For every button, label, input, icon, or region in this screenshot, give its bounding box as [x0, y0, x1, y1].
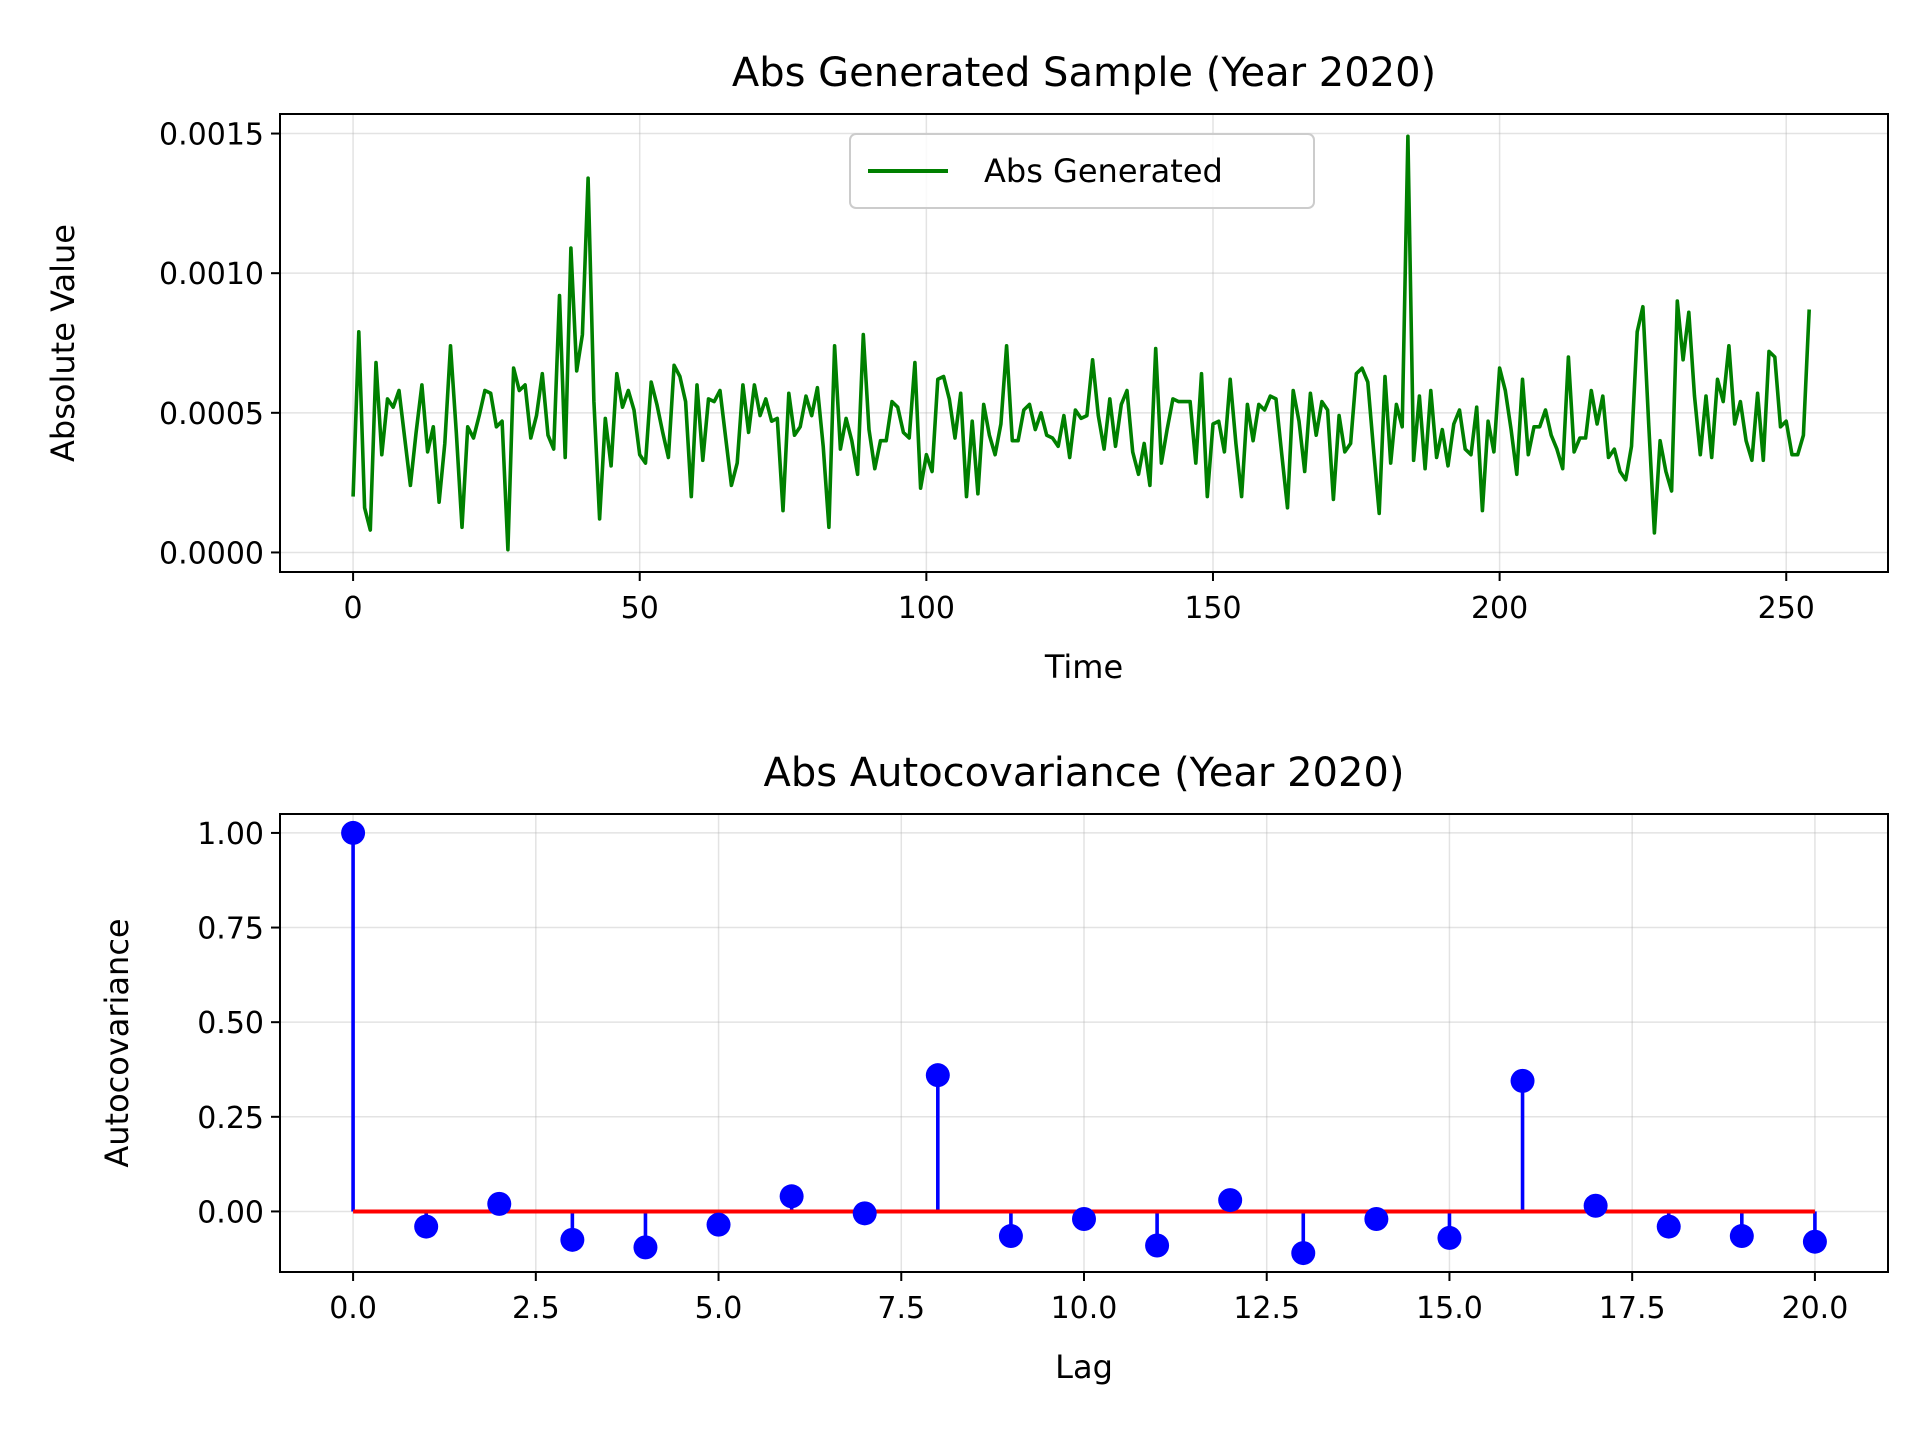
x-tick-label: 7.5 — [877, 1291, 925, 1326]
stem-marker — [1583, 1193, 1608, 1218]
stem-marker — [1072, 1207, 1096, 1232]
y-tick-label: 0.0015 — [159, 118, 264, 153]
legend-entry-label: Abs Generated — [984, 152, 1223, 190]
autocovariance-x-axis-label: Lag — [1055, 1348, 1113, 1386]
x-tick-label: 15.0 — [1416, 1291, 1483, 1326]
series-line-abs-generated — [351, 134, 1811, 552]
stem-marker — [1802, 1229, 1827, 1254]
stem-marker — [414, 1214, 439, 1239]
autocovariance-y-axis-label: Autocovariance — [98, 918, 136, 1167]
time-series-plot — [351, 134, 1811, 552]
stem-marker — [487, 1191, 512, 1216]
y-tick-label: 0.0005 — [159, 397, 264, 432]
stem-marker — [779, 1184, 804, 1209]
stem-marker — [560, 1227, 585, 1252]
x-tick-label: 2.5 — [512, 1291, 560, 1326]
x-tick-label: 17.5 — [1599, 1291, 1666, 1326]
stem-marker — [633, 1235, 658, 1260]
stem-marker — [1364, 1207, 1389, 1232]
y-tick-label: 0.0010 — [159, 257, 264, 292]
stem-marker — [1729, 1224, 1754, 1249]
autocovariance-panel: 0.0 2.5 5.0 7.5 10.0 12.5 15.0 17.5 20.0 0.00 0.2… — [98, 750, 1889, 1386]
time-series-axes-frame — [279, 113, 1889, 573]
time-series-title: Abs Generated Sample (Year 2020) — [732, 50, 1436, 96]
stem-marker — [1145, 1233, 1170, 1258]
time-series-panel: 0 50 100 150 200 250 0.0000 0.0005 0.0010 0.0015… — [44, 50, 1889, 686]
x-tick-label: 5.0 — [695, 1291, 743, 1326]
x-tick-label: 0 — [344, 591, 363, 626]
time-series-y-axis-label: Absolute Value — [44, 224, 82, 462]
stem-marker — [1510, 1068, 1535, 1093]
autocovariance-x-ticks: 0.0 2.5 5.0 7.5 10.0 12.5 15.0 17.5 20.0 — [329, 1272, 1848, 1326]
stem-marker — [1656, 1214, 1681, 1239]
x-tick-label: 20.0 — [1782, 1291, 1849, 1326]
autocovariance-title: Abs Autocovariance (Year 2020) — [764, 750, 1405, 796]
y-tick-label: 0.00 — [197, 1195, 264, 1230]
stem-marker — [925, 1063, 950, 1088]
x-tick-label: 12.5 — [1233, 1291, 1300, 1326]
time-series-y-ticks: 0.0000 0.0005 0.0010 0.0015 — [159, 118, 280, 571]
x-tick-label: 250 — [1758, 591, 1815, 626]
stem-marker — [1291, 1241, 1316, 1266]
y-tick-label: 0.75 — [197, 912, 264, 947]
y-tick-label: 0.25 — [197, 1101, 264, 1136]
stem-marker — [341, 820, 366, 845]
stem-marker — [1437, 1225, 1462, 1250]
x-tick-label: 200 — [1471, 591, 1528, 626]
stem-marker — [1218, 1188, 1243, 1213]
time-series-legend: Abs Generated — [849, 133, 1315, 209]
x-tick-label: 150 — [1184, 591, 1241, 626]
autocovariance-y-ticks: 0.00 0.25 0.50 0.75 1.00 — [197, 817, 280, 1230]
x-tick-label: 0.0 — [329, 1291, 377, 1326]
x-tick-label: 10.0 — [1051, 1291, 1118, 1326]
y-tick-label: 0.0000 — [159, 536, 264, 571]
stem-marker — [706, 1212, 731, 1237]
time-series-x-axis-label: Time — [1044, 648, 1123, 686]
autocovariance-plot — [341, 820, 1827, 1266]
time-series-x-ticks: 0 50 100 150 200 250 — [344, 572, 1815, 626]
y-tick-label: 0.50 — [197, 1006, 264, 1041]
stem-marker — [998, 1224, 1023, 1249]
x-tick-label: 100 — [898, 591, 955, 626]
stem-marker — [852, 1201, 877, 1226]
x-tick-label: 50 — [621, 591, 659, 626]
legend-box — [849, 133, 1315, 209]
y-tick-label: 1.00 — [197, 817, 264, 852]
